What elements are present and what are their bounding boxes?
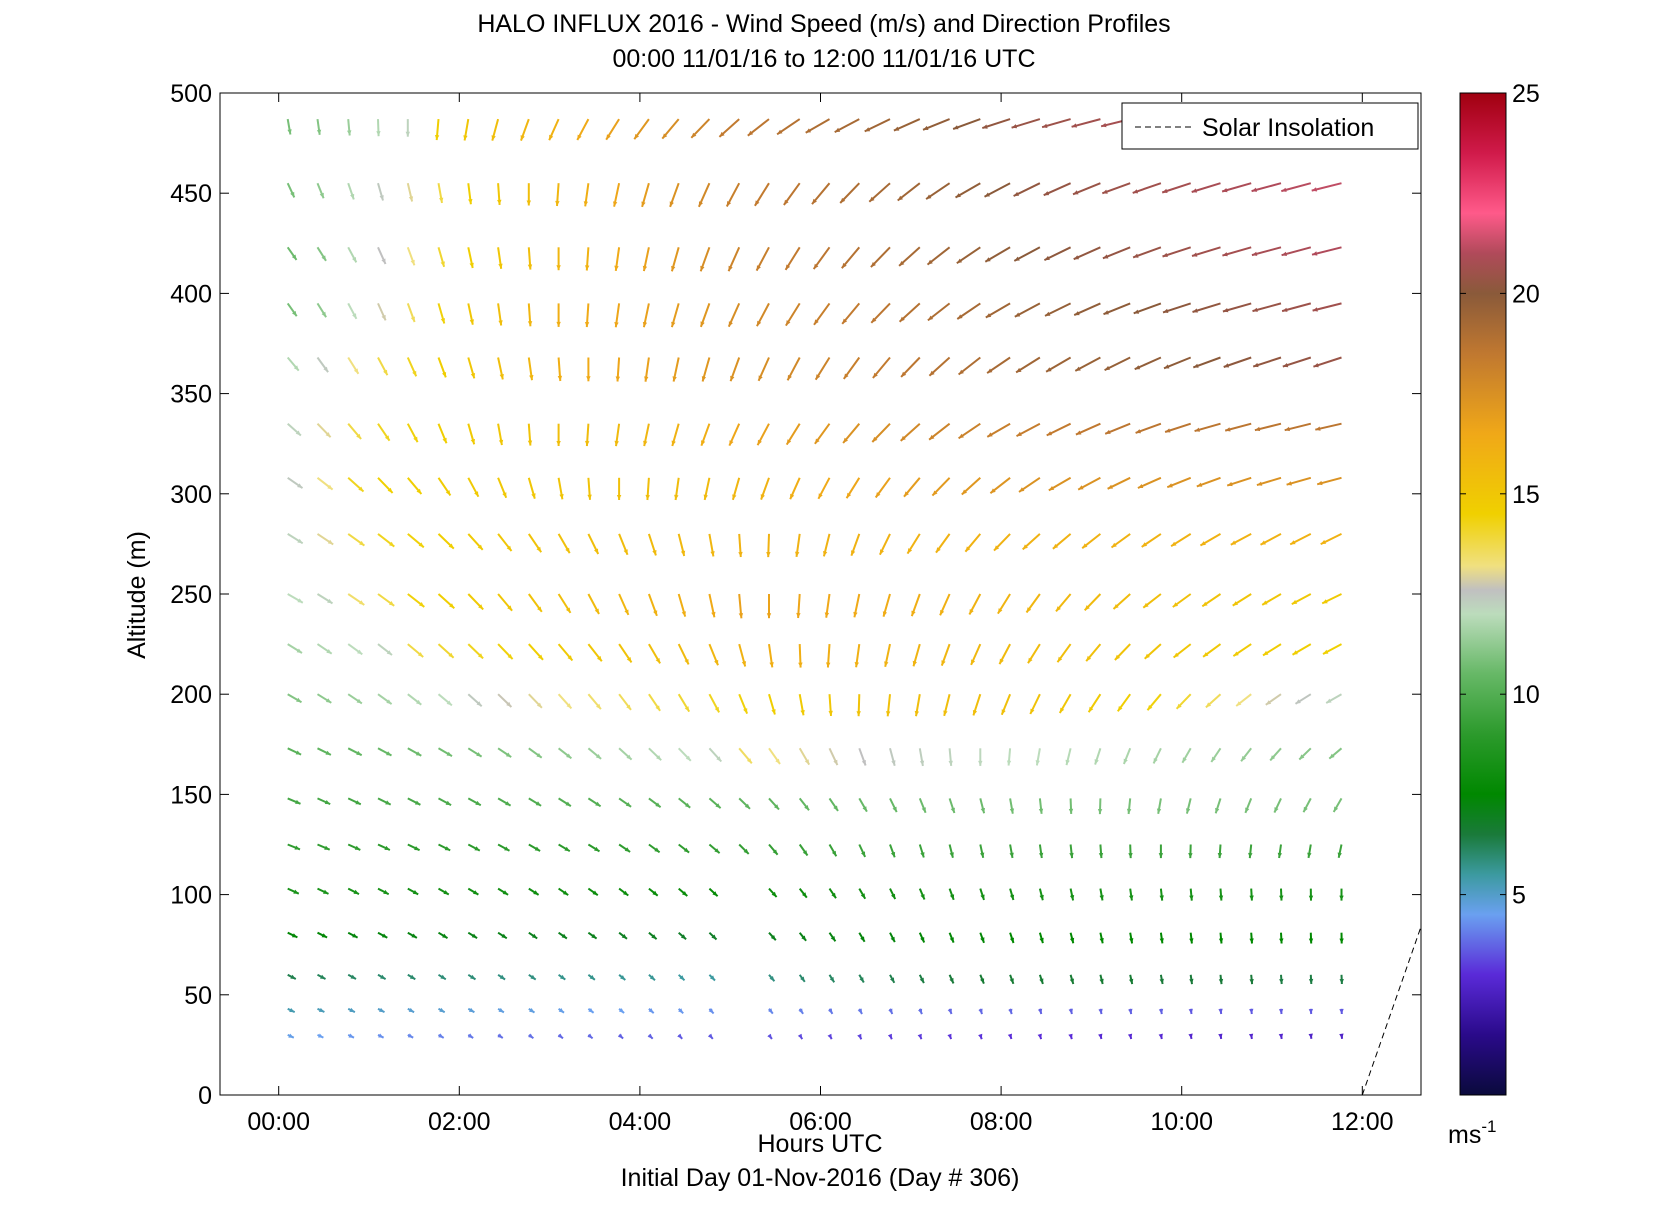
x-tick-label: 10:00: [1150, 1108, 1213, 1136]
colorbar-unit-base: ms: [1448, 1121, 1481, 1149]
y-tick-label: 0: [198, 1082, 212, 1110]
y-tick-label: 350: [170, 381, 212, 409]
x-tick-label: 00:00: [247, 1108, 310, 1136]
x-tick-label: 04:00: [609, 1108, 672, 1136]
x-tick-label: 12:00: [1331, 1108, 1394, 1136]
colorbar-unit-label: ms-1: [1448, 1117, 1496, 1149]
y-tick-label: 200: [170, 681, 212, 709]
legend-label: Solar Insolation: [1202, 114, 1374, 142]
plot-area: [220, 93, 1421, 1095]
x-axis-label: Hours UTC: [757, 1130, 882, 1158]
x-tick-label: 08:00: [970, 1108, 1033, 1136]
colorbar: [1460, 93, 1506, 1095]
y-tick-label: 400: [170, 280, 212, 308]
x-axis-sublabel: Initial Day 01-Nov-2016 (Day # 306): [621, 1164, 1020, 1192]
y-tick-label: 500: [170, 80, 212, 108]
y-axis-label: Altitude (m): [123, 531, 151, 659]
y-tick-label: 50: [184, 982, 212, 1010]
y-tick-label: 300: [170, 481, 212, 509]
x-tick-label: 02:00: [428, 1108, 491, 1136]
colorbar-tick-label: 10: [1512, 681, 1540, 709]
colorbar-tick-label: 5: [1512, 882, 1526, 910]
legend: Solar Insolation: [1122, 103, 1418, 149]
chart-title: HALO INFLUX 2016 - Wind Speed (m/s) and …: [477, 10, 1170, 38]
y-tick-label: 150: [170, 781, 212, 809]
y-tick-label: 450: [170, 180, 212, 208]
colorbar-tick-label: 20: [1512, 280, 1540, 308]
y-tick-label: 250: [170, 581, 212, 609]
colorbar-tick-label: 25: [1512, 80, 1540, 108]
colorbar-tick-label: 15: [1512, 481, 1540, 509]
y-tick-label: 100: [170, 882, 212, 910]
colorbar-unit-exponent: -1: [1481, 1117, 1496, 1136]
chart-subtitle: 00:00 11/01/16 to 12:00 11/01/16 UTC: [613, 45, 1036, 73]
